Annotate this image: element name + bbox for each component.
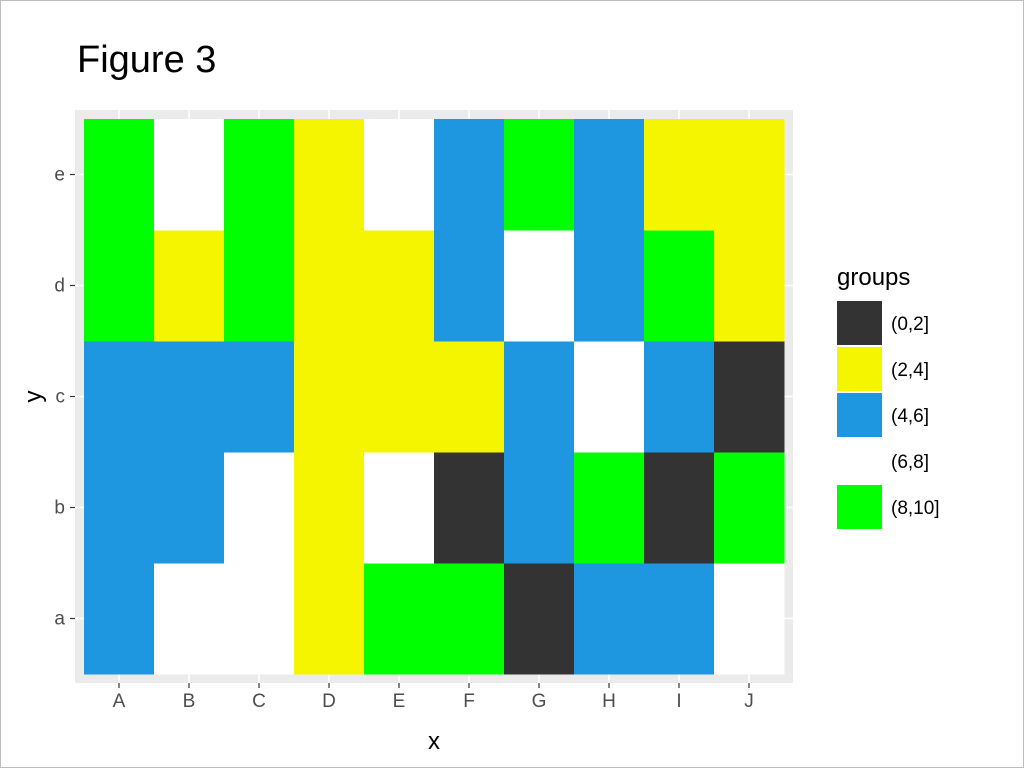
heatmap-cell-A-e <box>84 119 155 231</box>
cell-layer <box>84 119 785 675</box>
heatmap-cell-H-e <box>574 119 645 231</box>
legend-key-swatch <box>837 393 882 437</box>
x-tick-label: E <box>393 691 406 712</box>
heatmap-cell-J-e <box>714 119 785 231</box>
heatmap-cell-D-d <box>294 230 365 342</box>
heatmap-cell-A-a <box>84 563 155 675</box>
heatmap-cell-D-a <box>294 563 365 675</box>
heatmap-cell-E-b <box>364 452 435 564</box>
heatmap-cell-C-d <box>224 230 295 342</box>
x-axis: A B C D E F G H I J <box>113 683 754 712</box>
y-tick-label: a <box>54 609 65 630</box>
heatmap-cell-I-b <box>644 452 715 564</box>
heatmap-cell-J-c <box>714 341 785 453</box>
chart-title: Figure 3 <box>77 39 217 81</box>
legend-key-label: (8,10] <box>891 498 940 519</box>
x-axis-title: x <box>428 728 440 755</box>
y-tick-label: b <box>54 498 65 519</box>
heatmap-cell-D-b <box>294 452 365 564</box>
heatmap-cell-G-d <box>504 230 575 342</box>
heatmap-cell-F-a <box>434 563 505 675</box>
heatmap-cell-G-e <box>504 119 575 231</box>
heatmap-cell-H-a <box>574 563 645 675</box>
heatmap-cell-I-e <box>644 119 715 231</box>
heatmap-cell-J-b <box>714 452 785 564</box>
heatmap-cell-C-e <box>224 119 295 231</box>
heatmap-cell-A-c <box>84 341 155 453</box>
heatmap-cell-F-c <box>434 341 505 453</box>
x-tick-label: C <box>252 691 266 712</box>
y-axis-title: y <box>20 391 47 403</box>
y-tick-label: c <box>56 387 66 408</box>
heatmap-cell-C-b <box>224 452 295 564</box>
heatmap-cell-E-e <box>364 119 435 231</box>
heatmap-cell-F-d <box>434 230 505 342</box>
heatmap-cell-B-b <box>154 452 225 564</box>
legend-key-label: (4,6] <box>891 406 929 427</box>
y-tick-label: d <box>54 276 65 297</box>
heatmap-cell-H-b <box>574 452 645 564</box>
legend-key-swatch <box>837 439 882 483</box>
legend: groups (0,2] (2,4] (4,6] (6,8] (8,10] <box>837 264 940 529</box>
y-axis: a b c d e <box>54 165 75 630</box>
heatmap-cell-G-b <box>504 452 575 564</box>
heatmap-cell-D-e <box>294 119 365 231</box>
heatmap-cell-F-b <box>434 452 505 564</box>
heatmap-cell-I-d <box>644 230 715 342</box>
x-tick-label: I <box>676 691 681 712</box>
heatmap-cell-C-c <box>224 341 295 453</box>
heatmap-cell-H-d <box>574 230 645 342</box>
heatmap-cell-E-c <box>364 341 435 453</box>
legend-key-label: (2,4] <box>891 360 929 381</box>
x-tick-label: G <box>532 691 547 712</box>
x-tick-label: A <box>113 691 126 712</box>
heatmap-cell-F-e <box>434 119 505 231</box>
x-tick-label: D <box>322 691 336 712</box>
legend-key-swatch <box>837 485 882 529</box>
x-tick-label: B <box>183 691 196 712</box>
y-tick-label: e <box>54 165 65 186</box>
heatmap-cell-D-c <box>294 341 365 453</box>
heatmap-cell-B-c <box>154 341 225 453</box>
heatmap-cell-I-a <box>644 563 715 675</box>
x-tick-label: F <box>463 691 475 712</box>
x-tick-label: J <box>744 691 754 712</box>
legend-key-swatch <box>837 347 882 391</box>
heatmap-cell-J-a <box>714 563 785 675</box>
heatmap-cell-C-a <box>224 563 295 675</box>
heatmap-cell-B-e <box>154 119 225 231</box>
heatmap-cell-A-b <box>84 452 155 564</box>
heatmap-cell-G-c <box>504 341 575 453</box>
heatmap-cell-A-d <box>84 230 155 342</box>
heatmap-cell-E-d <box>364 230 435 342</box>
heatmap-cell-B-a <box>154 563 225 675</box>
legend-key-swatch <box>837 301 882 345</box>
heatmap-cell-E-a <box>364 563 435 675</box>
heatmap-cell-J-d <box>714 230 785 342</box>
x-tick-label: H <box>602 691 616 712</box>
heatmap-cell-B-d <box>154 230 225 342</box>
legend-title: groups <box>837 264 910 291</box>
heatmap-cell-I-c <box>644 341 715 453</box>
legend-key-label: (0,2] <box>891 314 929 335</box>
heatmap-cell-G-a <box>504 563 575 675</box>
legend-key-label: (6,8] <box>891 452 929 473</box>
heatmap-cell-H-c <box>574 341 645 453</box>
